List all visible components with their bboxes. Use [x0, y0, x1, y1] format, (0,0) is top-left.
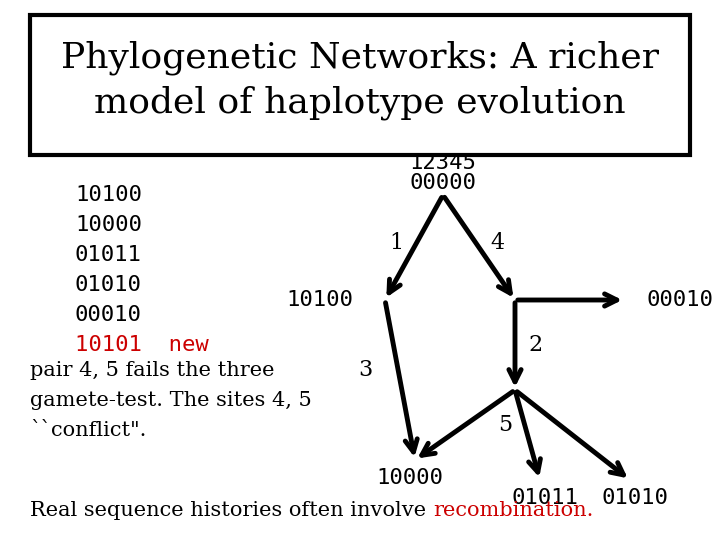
Text: 10000: 10000 — [75, 215, 142, 235]
Text: recombination.: recombination. — [433, 501, 593, 519]
Text: 10100: 10100 — [287, 290, 354, 310]
Text: 01010: 01010 — [75, 275, 142, 295]
Text: 10000: 10000 — [377, 468, 444, 488]
Text: Phylogenetic Networks: A richer
model of haplotype evolution: Phylogenetic Networks: A richer model of… — [61, 40, 659, 120]
Text: 10100: 10100 — [75, 185, 142, 205]
Text: 5: 5 — [498, 414, 512, 436]
Text: 10101  new: 10101 new — [75, 335, 209, 355]
Text: 00010: 00010 — [647, 290, 714, 310]
Text: 12345: 12345 — [410, 153, 477, 173]
Text: 3: 3 — [358, 359, 372, 381]
Text: 4: 4 — [490, 232, 504, 254]
Text: 00010: 00010 — [75, 305, 142, 325]
Text: Real sequence histories often involve: Real sequence histories often involve — [30, 501, 433, 519]
Text: pair 4, 5 fails the three: pair 4, 5 fails the three — [30, 361, 274, 380]
Text: 2: 2 — [528, 334, 542, 356]
Text: 01010: 01010 — [602, 488, 668, 508]
Text: gamete-test. The sites 4, 5: gamete-test. The sites 4, 5 — [30, 390, 312, 409]
Bar — [30, 15, 690, 155]
Text: 01011: 01011 — [75, 245, 142, 265]
Text: 00000: 00000 — [410, 173, 477, 193]
Text: 01011: 01011 — [512, 488, 578, 508]
Text: ``conflict".: ``conflict". — [30, 421, 146, 440]
Text: 1: 1 — [389, 232, 403, 254]
